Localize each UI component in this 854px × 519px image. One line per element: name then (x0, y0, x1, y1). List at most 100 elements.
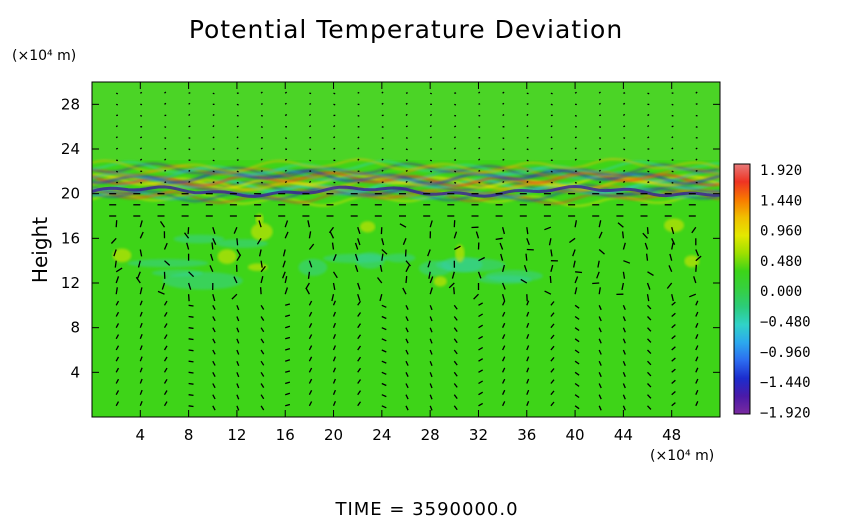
vector-arrow (478, 126, 481, 128)
vector-arrow (574, 315, 580, 320)
vector-arrow (188, 371, 194, 374)
vector-arrow (671, 368, 676, 373)
vector-arrow (231, 293, 238, 300)
vector-arrow (357, 379, 362, 384)
vector-arrow (592, 282, 600, 285)
vector-arrow (188, 102, 191, 105)
vector-arrow (693, 276, 697, 284)
vector-arrow (115, 378, 120, 384)
vector-arrow (260, 349, 265, 355)
cool-patch (173, 234, 225, 244)
vector-arrow (332, 271, 338, 279)
vector-arrow (381, 371, 387, 375)
vector-arrow (260, 316, 265, 321)
vector-arrow (647, 327, 652, 332)
vector-arrow (159, 221, 166, 228)
y-axis-label: Height (28, 217, 52, 283)
vector-arrow (502, 311, 506, 317)
vector-arrow (405, 338, 409, 344)
vector-arrow (550, 249, 553, 257)
vector-arrow (381, 158, 384, 161)
vector-arrow (695, 378, 699, 384)
vector-arrow (453, 231, 458, 239)
vector-arrow (357, 390, 362, 396)
warm-patch (433, 276, 447, 287)
vector-arrow (623, 260, 631, 264)
vector-arrow (164, 169, 167, 172)
vector-arrow (381, 394, 387, 398)
vector-arrow (139, 147, 143, 150)
vector-arrow (598, 287, 601, 295)
vector-arrow (695, 126, 698, 128)
vector-arrow (284, 102, 287, 105)
vector-arrow (598, 338, 602, 344)
vector-arrow (453, 136, 457, 139)
vector-arrow (671, 181, 674, 184)
vector-arrow (381, 360, 387, 364)
vector-arrow (285, 381, 291, 385)
vector-arrow (671, 159, 674, 161)
vector-arrow (428, 271, 431, 279)
vector-arrow (136, 271, 141, 279)
plot-area (92, 82, 720, 417)
vector-arrow (357, 345, 362, 351)
vector-arrow (405, 405, 409, 411)
vector-arrow (236, 170, 239, 173)
vector-arrow (139, 158, 143, 161)
vector-arrow (671, 402, 676, 407)
vector-arrow (333, 136, 336, 139)
vector-arrow (308, 390, 313, 395)
vector-arrow (622, 372, 626, 378)
vector-arrow (691, 226, 697, 234)
vector-arrow (502, 91, 505, 94)
vector-arrow (478, 391, 484, 396)
vector-arrow (187, 282, 192, 290)
x-tick-label: 40 (566, 426, 585, 444)
vector-arrow (622, 327, 626, 333)
x-tick-label: 4 (136, 426, 146, 444)
vector-arrow (305, 282, 310, 290)
vector-arrow (211, 242, 214, 250)
vector-arrow (574, 371, 580, 376)
vector-arrow (623, 169, 626, 172)
vector-arrow (647, 181, 650, 184)
vector-arrow (453, 287, 455, 295)
colorbar-tick-label: 1.440 (760, 193, 802, 209)
vector-arrow (429, 394, 433, 400)
vector-arrow (695, 322, 699, 328)
vector-arrow (668, 265, 673, 273)
wave-stripe (92, 158, 720, 174)
vector-arrow (212, 394, 216, 400)
vector-arrow (285, 347, 291, 351)
vector-arrow (305, 287, 310, 295)
vector-arrow (357, 323, 362, 329)
time-label: TIME = 3590000.0 (334, 499, 518, 519)
vector-arrow (502, 137, 505, 140)
vector-arrow (188, 360, 194, 363)
vector-arrow (333, 92, 336, 95)
vector-arrow (188, 405, 194, 408)
vector-arrow (140, 114, 143, 117)
vector-arrow (598, 220, 602, 228)
vector-arrow (163, 300, 168, 306)
vector-arrow (647, 394, 652, 399)
vector-arrow (550, 334, 555, 340)
vector-arrow (502, 102, 505, 105)
vector-arrow (526, 322, 530, 328)
vector-arrow (188, 304, 194, 307)
cool-patch (323, 253, 388, 264)
vector-arrow (285, 370, 291, 373)
vector-arrow (526, 378, 530, 384)
vector-arrow (236, 338, 240, 344)
vector-arrow (695, 169, 698, 172)
vector-arrow (523, 264, 528, 273)
vector-arrow (308, 231, 312, 239)
vector-arrow (236, 316, 240, 322)
vector-arrow (574, 91, 577, 94)
wave-stripe (92, 162, 720, 178)
vector-arrow (429, 360, 433, 366)
vector-arrow (139, 249, 143, 257)
vector-arrow (647, 271, 654, 276)
vector-arrow (260, 371, 265, 377)
vector-arrow (453, 360, 458, 366)
